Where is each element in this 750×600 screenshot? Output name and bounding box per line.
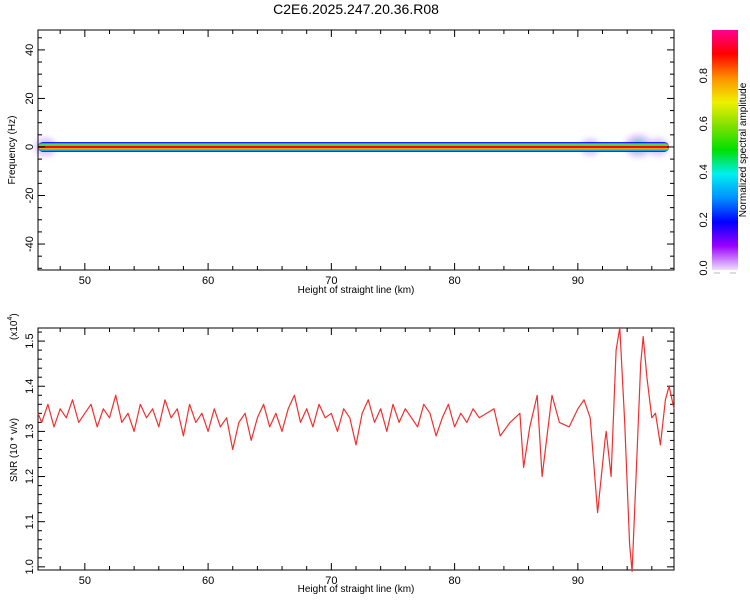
top-x-tick-label: 80	[448, 275, 460, 287]
colorbar: 0.0 0.2 0.4 0.6 0.8	[698, 30, 738, 276]
bottom-x-tick-label: 90	[572, 575, 584, 587]
colorbar-tick-label: 0.8	[698, 68, 710, 83]
colorbar-gradient	[712, 30, 738, 270]
bottom-plot-frame	[37, 327, 675, 571]
bottom-x-tick-label: 70	[325, 575, 337, 587]
top-x-tick-label: 90	[572, 275, 584, 287]
colorbar-tick-label: 0.0	[698, 260, 710, 275]
chart-title: C2E6.2025.247.20.36.R08	[273, 1, 439, 17]
top-y-tick-label: 0	[24, 144, 36, 150]
snr-line	[37, 326, 675, 573]
colorbar-tick-label: 0.2	[698, 212, 710, 227]
spectral-band	[38, 145, 670, 149]
snr-panel: 50 60 70 80 90 1.0 1.1 1.2 1.3 1.4 1.5	[24, 326, 675, 587]
y-scale-label: (x10	[9, 320, 20, 340]
top-y-tick-label: 20	[24, 92, 36, 104]
bottom-y-tick-label: 1.4	[24, 379, 36, 394]
top-y-axis-label: Frequency (Hz)	[7, 116, 18, 185]
bottom-y-tick-label: 1.0	[24, 559, 36, 574]
bottom-y-tick-label: 1.3	[24, 424, 36, 439]
bottom-y-axis-label: SNR (10 * v/v)	[9, 418, 20, 482]
top-y-tick-label: -20	[24, 188, 36, 204]
top-x-axis-label: Height of straight line (km)	[298, 285, 415, 296]
y-scale-exponent: 4	[7, 317, 14, 321]
bottom-x-tick-label: 50	[79, 575, 91, 587]
y-scale-factor: (x104)	[7, 313, 20, 340]
bottom-y-tick-label: 1.1	[24, 514, 36, 529]
bottom-x-tick-label: 60	[202, 575, 214, 587]
top-x-tick-label: 70	[325, 275, 337, 287]
colorbar-tick-label: 0.6	[698, 116, 710, 131]
top-y-tick-label: 40	[24, 44, 36, 56]
top-x-tick-label: 50	[79, 275, 91, 287]
top-y-tick-label: -40	[24, 236, 36, 252]
colorbar-tick-label: 0.4	[698, 164, 710, 179]
bottom-y-tick-label: 1.5	[24, 333, 36, 348]
bottom-x-axis-label: Height of straight line (km)	[298, 584, 415, 595]
top-x-tick-label: 60	[202, 275, 214, 287]
colorbar-label: Normalized spectral amplitude	[738, 82, 749, 217]
bottom-x-tick-label: 80	[448, 575, 460, 587]
spectrogram-panel: 50 60 70 80 90 -40 -20 0 20 40	[24, 29, 675, 287]
top-plot-frame	[37, 29, 675, 271]
svg-text:(x104): (x104)	[7, 313, 20, 340]
bottom-y-tick-label: 1.2	[24, 469, 36, 484]
